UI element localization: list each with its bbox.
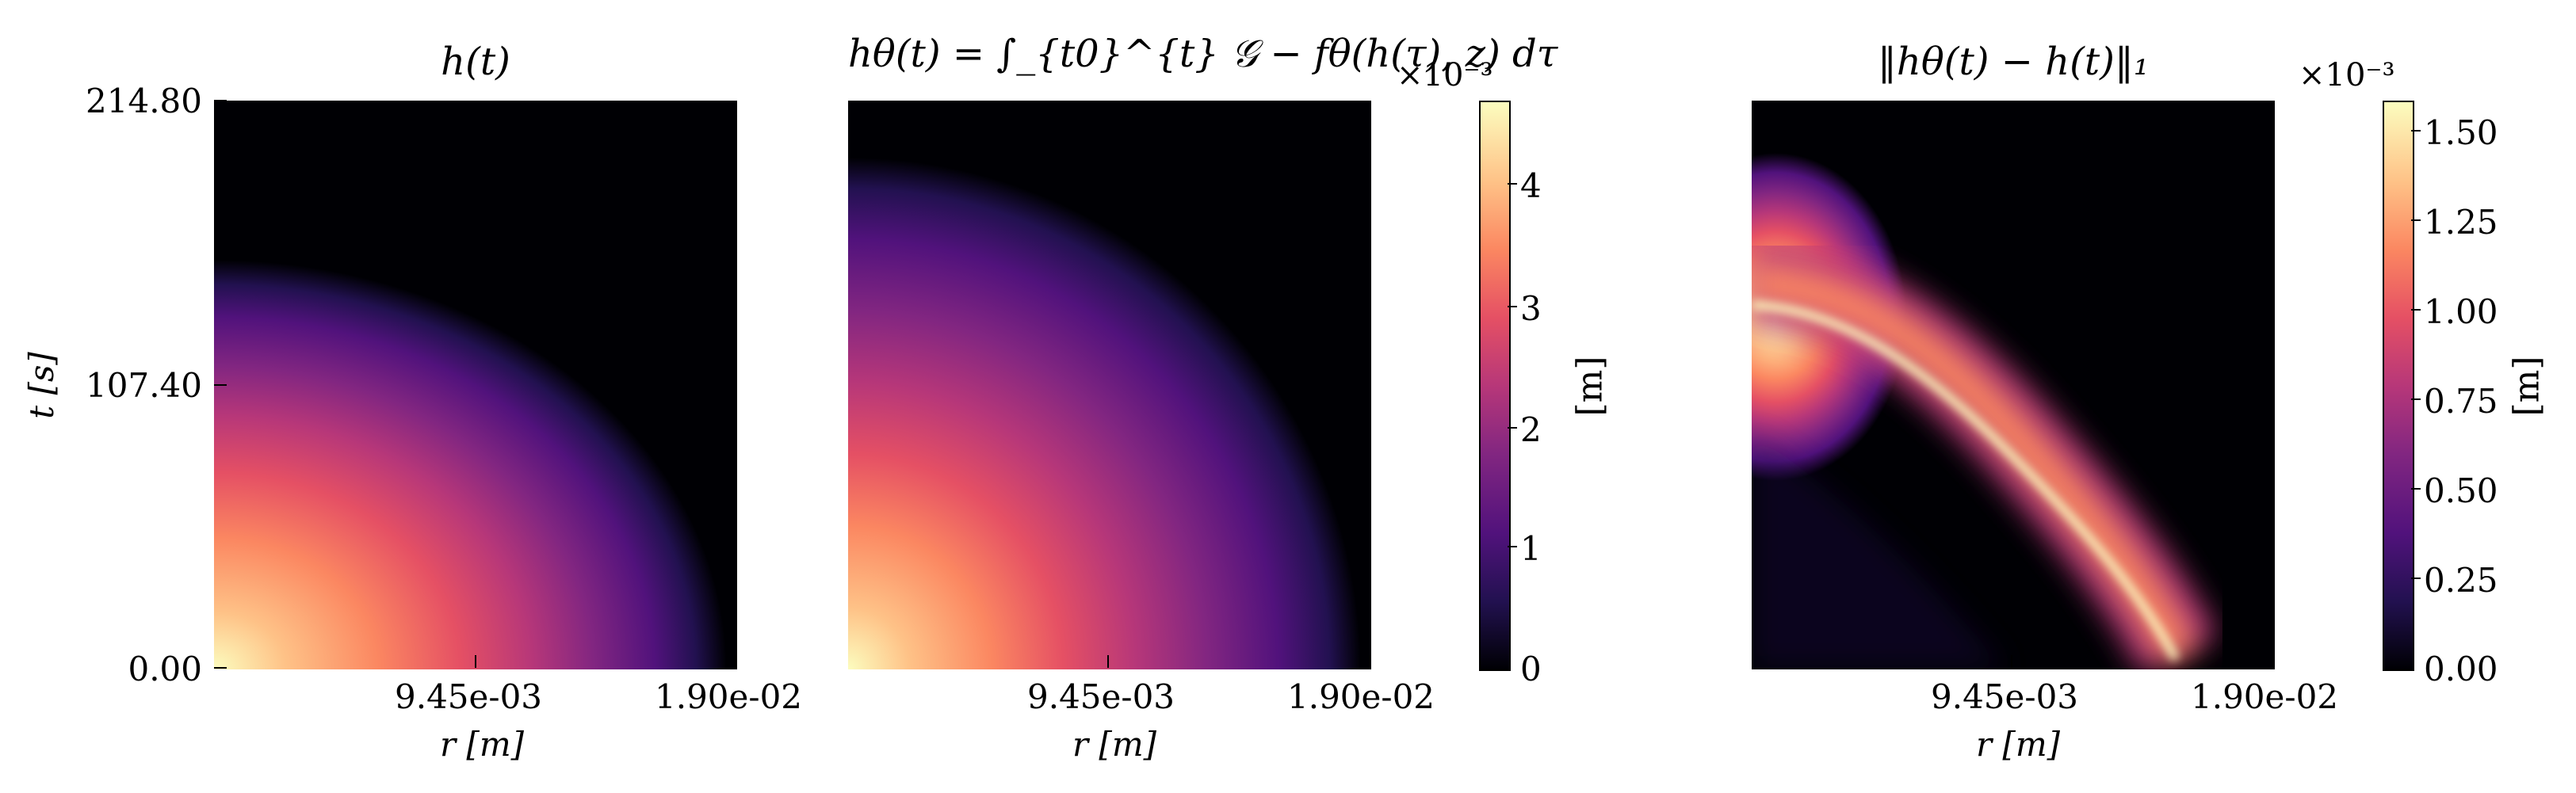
heatmap-3-ridge	[1752, 239, 2219, 669]
panel-2-xtick-mid: 9.45e-03	[1027, 677, 1175, 716]
colorbar-2-tick-025: 0.25	[2424, 561, 2498, 600]
heatmap-2-field	[848, 101, 1371, 669]
panel-1-xtick-end: 1.90e-02	[655, 677, 803, 716]
colorbar-2	[2383, 101, 2414, 671]
colorbar-1-tick-2: 2	[1520, 410, 1542, 449]
colorbar-2-multiplier: ×10⁻³	[2299, 57, 2395, 93]
panel-3-xlabel: r [m]	[1976, 725, 2061, 764]
panel-1-ytick-bottom: 0.00	[128, 650, 202, 688]
colorbar-2-tick-000: 0.00	[2424, 650, 2498, 688]
panel-3-title: ‖hθ(t) − h(t)‖₁	[1877, 40, 2150, 84]
panel-1-xlabel: r [m]	[440, 725, 525, 764]
panel-3-xtick-end: 1.90e-02	[2191, 677, 2339, 716]
colorbar-1-multiplier: ×10⁻³	[1397, 57, 1493, 93]
panel-1-ytick-top: 214.80	[86, 82, 202, 120]
colorbar-2-tick-125: 1.25	[2424, 203, 2498, 242]
panel-3-xtick-mid: 9.45e-03	[1931, 677, 2079, 716]
heatmap-3	[1752, 101, 2275, 669]
panel-1-xtick-mid: 9.45e-03	[395, 677, 543, 716]
colorbar-1-tick-4: 4	[1520, 166, 1542, 205]
colorbar-2-tick-075: 0.75	[2424, 382, 2498, 421]
colorbar-2-tick-150: 1.50	[2424, 113, 2498, 152]
heatmap-1	[214, 101, 737, 669]
panel-2-xtick-end: 1.90e-02	[1287, 677, 1435, 716]
colorbar-1-tick-3: 3	[1520, 289, 1542, 328]
panel-1-title: h(t)	[441, 40, 510, 84]
colorbar-1-tick-1: 1	[1520, 529, 1542, 568]
heatmap-1-field	[214, 101, 737, 669]
panel-1-ytick-mid: 107.40	[86, 366, 202, 405]
colorbar-1	[1479, 101, 1511, 671]
heatmap-2	[848, 101, 1371, 669]
panel-2-xlabel: r [m]	[1072, 725, 1157, 764]
colorbar-2-tick-100: 1.00	[2424, 292, 2498, 331]
colorbar-2-tick-050: 0.50	[2424, 471, 2498, 510]
colorbar-1-tick-0: 0	[1520, 650, 1542, 688]
